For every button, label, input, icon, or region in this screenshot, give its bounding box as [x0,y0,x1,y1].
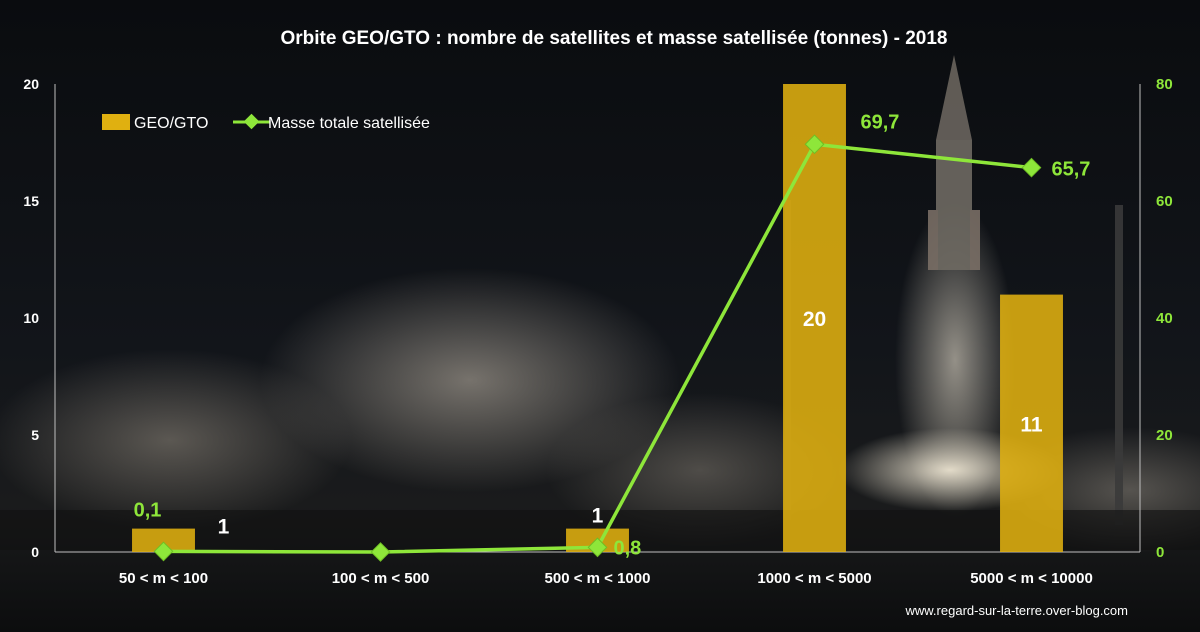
right-tick-label-4: 80 [1156,76,1173,93]
category-label-0: 50 < m < 100 [119,570,208,587]
bar-3 [783,84,846,552]
left-tick-label-1: 5 [31,427,39,443]
category-label-1: 100 < m < 500 [332,570,430,587]
line-value-label-0: 0,1 [134,499,162,521]
mass-point-3 [804,134,825,155]
bar-series [132,84,1063,552]
right-tick-label-2: 40 [1156,310,1173,327]
mass-line [163,142,1032,554]
bar-4 [1000,294,1063,552]
right-tick-label-0: 0 [1156,544,1164,561]
mass-point-0 [153,541,174,562]
category-label-2: 500 < m < 1000 [545,570,651,587]
legend-bar-label: GEO/GTO [134,115,208,132]
line-value-label-4: 65,7 [1052,159,1091,181]
bar-0 [132,528,195,552]
rocket-booster-left [928,210,938,270]
bar-value-label-4: 11 [1020,413,1043,436]
category-label-4: 5000 < m < 10000 [970,570,1093,587]
legend-line-label: Masse totale satellisée [268,115,430,132]
legend-line-marker [243,113,260,130]
bar-value-label-2: 1 [592,505,604,528]
category-labels: 50 < m < 100 100 < m < 500 500 < m < 1000 1… [119,570,1093,587]
left-tick-label-2: 10 [23,310,39,326]
credit-text: www.regard-sur-la-terre.over-blog.com [904,603,1128,618]
mass-point-1 [370,542,391,562]
left-tick-label-3: 15 [23,193,39,209]
mass-point-2 [587,537,608,558]
mass-point-4 [1021,157,1042,178]
launch-tower-right [1115,205,1123,525]
left-tick-label-4: 20 [23,76,39,92]
chart-title: Orbite GEO/GTO : nombre de satellites et… [281,28,948,49]
rocket-booster-right [970,210,980,270]
left-tick-label-0: 0 [31,544,39,560]
rocket-nose [936,55,972,140]
legend-bar-swatch [102,114,130,130]
left-axis-ticks: 0 5 10 15 20 [23,76,39,560]
bar-value-label-0: 1 [218,516,230,539]
legend: GEO/GTO Masse totale satellisée [102,113,430,132]
right-tick-label-1: 20 [1156,427,1173,444]
category-label-3: 1000 < m < 5000 [757,570,871,587]
right-tick-label-3: 60 [1156,193,1173,210]
bar-value-label-3: 20 [803,308,826,331]
line-value-label-3: 69,7 [861,111,900,133]
right-axis-ticks: 0 20 40 60 80 [1156,76,1173,561]
line-value-label-2: 0,8 [614,537,642,559]
line-series [153,134,1042,562]
